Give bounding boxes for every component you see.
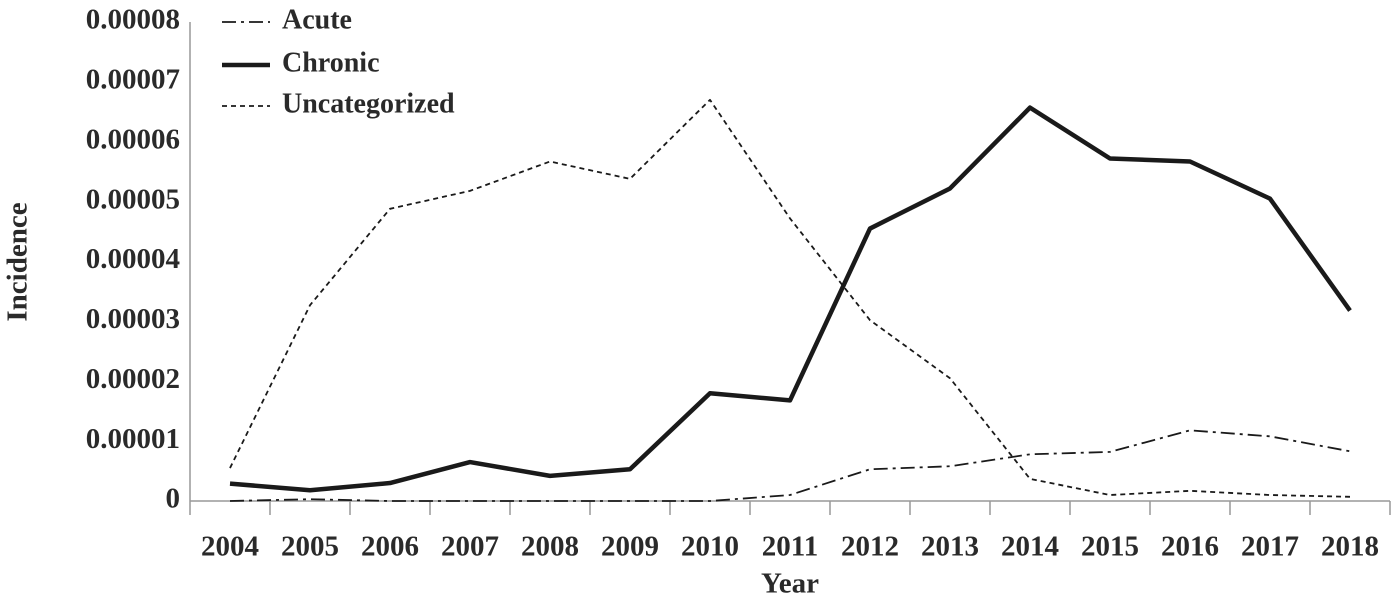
y-tick-label: 0.00004 — [86, 243, 180, 275]
legend-label: Chronic — [282, 47, 380, 78]
x-tick-label: 2018 — [1321, 531, 1379, 563]
series-line — [229, 429, 1351, 502]
x-tick-label: 2007 — [441, 531, 499, 563]
legend-label: Acute — [282, 4, 352, 35]
x-tick-label: 2005 — [281, 531, 339, 563]
y-tick-label: 0.00007 — [86, 64, 180, 96]
x-tick-label: 2004 — [201, 531, 259, 563]
x-tick-label: 2012 — [841, 531, 899, 563]
x-tick-label: 2008 — [521, 531, 579, 563]
legend-label: Uncategorized — [282, 88, 455, 119]
x-tick-label: 2015 — [1081, 531, 1139, 563]
x-tick-label: 2006 — [361, 531, 419, 563]
y-tick-label: 0.00005 — [86, 183, 180, 215]
series-line — [229, 98, 1351, 498]
x-tick-label: 2014 — [1001, 531, 1059, 563]
x-tick-label: 2009 — [601, 531, 659, 563]
y-tick-label: 0 — [166, 483, 181, 515]
x-tick-label: 2010 — [681, 531, 739, 563]
y-tick-label: 0.00001 — [86, 423, 180, 455]
x-tick-label: 2017 — [1241, 531, 1299, 563]
x-axis-title: Year — [761, 568, 819, 600]
x-tick-label: 2013 — [921, 531, 979, 563]
y-tick-label: 0.00002 — [86, 363, 180, 395]
series-line — [229, 105, 1352, 493]
y-tick-label: 0.00003 — [86, 303, 180, 335]
x-tick-label: 2016 — [1161, 531, 1219, 563]
x-tick-label: 2011 — [762, 531, 818, 563]
y-axis-title: Incidence — [2, 202, 34, 321]
y-tick-label: 0.00006 — [86, 123, 180, 155]
y-tick-label: 0.00008 — [86, 4, 180, 36]
